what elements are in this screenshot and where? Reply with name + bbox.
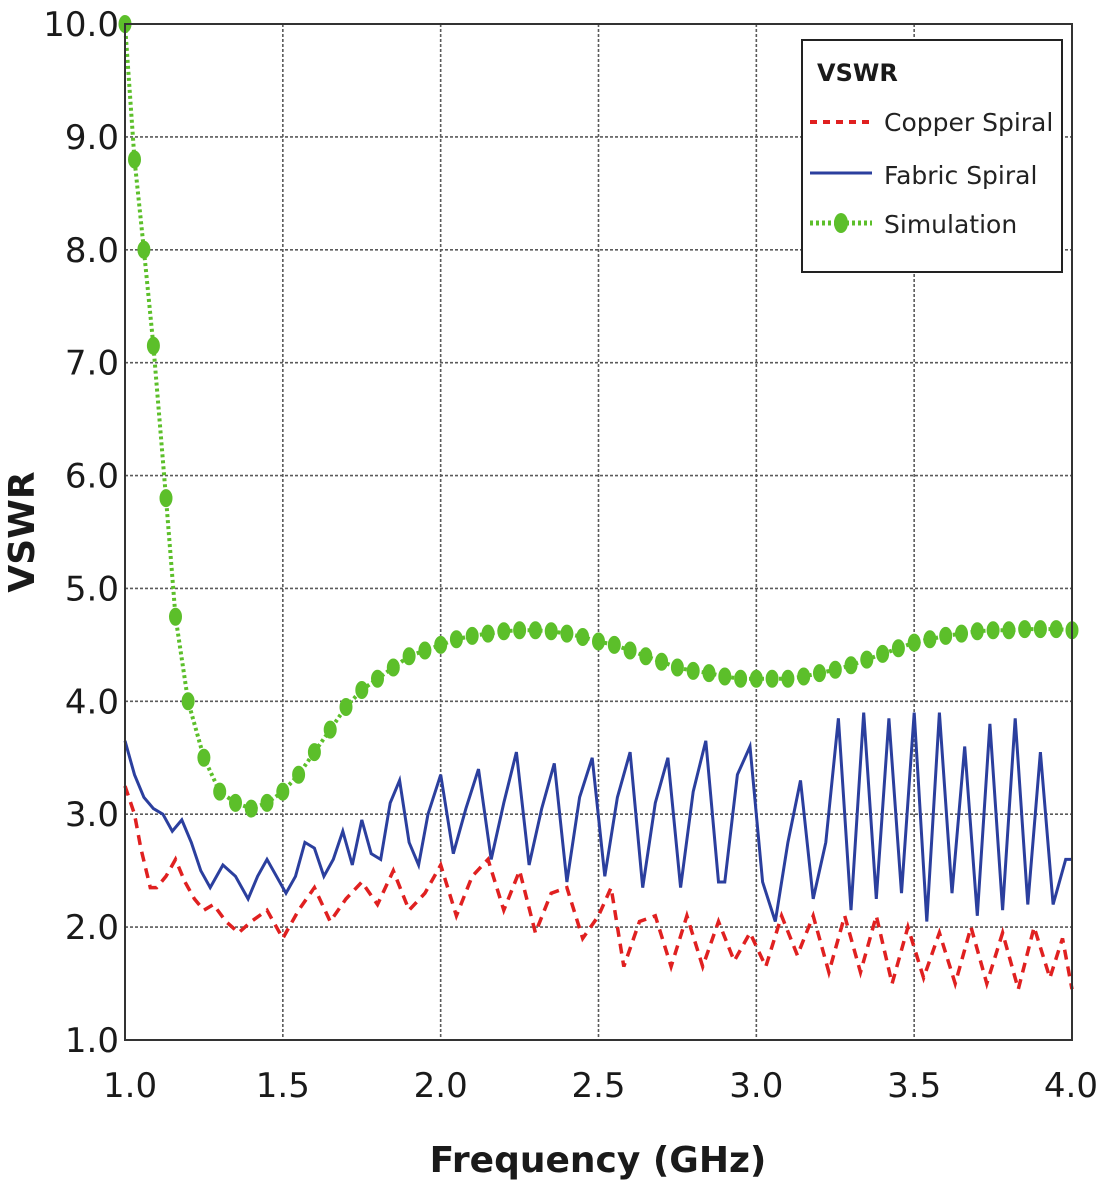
- series-point-simulation: [528, 621, 542, 640]
- series-point-simulation: [513, 621, 527, 640]
- y-tick-label: 7.0: [65, 344, 119, 384]
- series-line-fabric-spiral: [123, 712, 1072, 922]
- series-point-simulation: [970, 622, 984, 641]
- series-point-simulation: [592, 632, 605, 651]
- series-point-simulation: [702, 664, 716, 683]
- series-point-simulation: [229, 793, 242, 812]
- series-point-simulation: [128, 150, 141, 169]
- series-point-simulation: [781, 669, 795, 688]
- series-point-simulation: [244, 799, 258, 818]
- x-tick-label: 4.0: [1044, 1066, 1098, 1106]
- series-point-simulation: [418, 641, 432, 660]
- x-tick-label: 1.5: [256, 1066, 310, 1106]
- series-point-simulation: [434, 635, 448, 654]
- plot-frame: [124, 23, 1073, 1041]
- series-point-simulation: [876, 644, 890, 663]
- y-tick-label: 4.0: [65, 682, 119, 722]
- legend-box: [801, 39, 1063, 273]
- series-point-simulation: [449, 630, 463, 649]
- series-point-simulation: [292, 765, 306, 784]
- series-point-simulation: [907, 633, 921, 652]
- series-point-simulation: [371, 669, 384, 688]
- y-tick-label: 6.0: [65, 457, 119, 497]
- series-point-simulation: [213, 782, 227, 801]
- series-point-simulation: [718, 667, 732, 686]
- series-point-simulation: [146, 336, 160, 355]
- series-point-simulation: [623, 641, 637, 660]
- series-point-simulation: [939, 626, 953, 645]
- legend-marker-simulation: [834, 213, 848, 233]
- series-point-simulation: [670, 658, 684, 677]
- series-point-simulation: [307, 743, 321, 762]
- series-point-simulation: [860, 650, 874, 669]
- x-tick-label: 3.0: [729, 1066, 783, 1106]
- y-tick-label: 2.0: [65, 908, 119, 948]
- series-point-simulation: [923, 630, 937, 649]
- series-point-simulation: [607, 635, 621, 654]
- y-tick-label: 10.0: [43, 5, 119, 45]
- legend-title: VSWR: [817, 59, 898, 87]
- series-point-simulation: [560, 624, 574, 643]
- x-tick-label: 1.0: [103, 1066, 157, 1106]
- series-point-simulation: [797, 667, 811, 686]
- x-axis-title: Frequency (GHz): [430, 1140, 767, 1181]
- x-tick-label: 2.0: [414, 1066, 468, 1106]
- series-point-simulation: [544, 622, 558, 641]
- series-point-simulation: [1002, 621, 1016, 640]
- series-point-simulation: [749, 669, 763, 688]
- series-line-copper-spiral: [123, 785, 1074, 996]
- series-point-simulation: [576, 628, 590, 646]
- series-point-simulation: [813, 664, 826, 683]
- series-point-simulation: [137, 240, 151, 259]
- x-tick-label: 2.5: [571, 1066, 625, 1106]
- series-point-simulation: [891, 639, 905, 658]
- series-point-simulation: [465, 626, 479, 645]
- y-tick-label: 1.0: [65, 1021, 119, 1061]
- tick-labels: 1.0 1.5 2.0 2.5 3.0 3.5 4.0 1.0 2.0 3.0 4.0 5.0 6.0 7…: [43, 5, 1098, 1106]
- series-point-simulation: [639, 647, 653, 666]
- series-point-simulation: [355, 681, 369, 699]
- series-point-simulation: [986, 621, 1000, 640]
- series-point-simulation: [686, 661, 700, 680]
- legend: VSWR Copper Spiral Fabric Spiral Simulat…: [801, 39, 1063, 273]
- series-point-simulation: [169, 607, 182, 626]
- series-point-simulation: [1018, 620, 1032, 639]
- series-point-simulation: [655, 652, 669, 671]
- series-point-simulation: [260, 793, 274, 812]
- series-point-simulation: [828, 660, 842, 679]
- series-point-simulation: [734, 669, 748, 688]
- series-point-simulation: [159, 489, 173, 508]
- x-tick-label: 3.5: [887, 1066, 941, 1106]
- series-layer: [118, 15, 1079, 996]
- series-point-simulation: [481, 624, 495, 643]
- legend-label-fabric-spiral: Fabric Spiral: [884, 161, 1037, 190]
- y-tick-label: 3.0: [65, 795, 119, 835]
- series-point-simulation: [339, 698, 353, 716]
- series-point-simulation: [765, 669, 779, 688]
- series-point-simulation: [197, 748, 211, 767]
- series-point-simulation: [1049, 620, 1063, 639]
- series-point-simulation: [497, 622, 511, 641]
- series-point-simulation: [386, 658, 400, 677]
- series-point-simulation: [955, 624, 968, 643]
- y-tick-label: 9.0: [65, 118, 119, 158]
- series-point-simulation: [402, 647, 416, 666]
- y-tick-label: 5.0: [65, 569, 119, 609]
- legend-label-simulation: Simulation: [884, 210, 1017, 239]
- series-point-simulation: [276, 782, 290, 801]
- y-tick-label: 8.0: [65, 231, 119, 271]
- series-point-simulation: [844, 656, 858, 675]
- series-point-simulation: [323, 720, 337, 739]
- legend-label-copper-spiral: Copper Spiral: [884, 108, 1053, 137]
- series-point-simulation: [1033, 620, 1047, 639]
- y-axis-title: VSWR: [2, 471, 43, 592]
- series-point-simulation: [181, 692, 195, 711]
